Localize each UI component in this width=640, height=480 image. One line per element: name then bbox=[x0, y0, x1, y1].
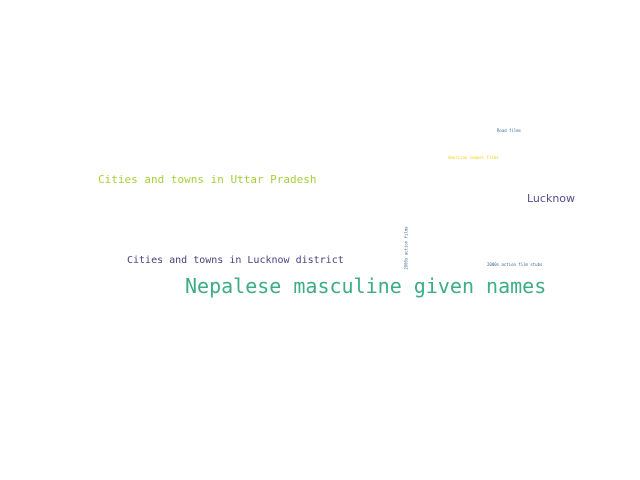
word-road-films: Road films bbox=[497, 128, 522, 133]
word-american-sequel-films: American sequel films bbox=[448, 155, 499, 160]
word-nepalese-masculine-given-names: Nepalese masculine given names bbox=[185, 274, 547, 298]
word-cities-towns-uttar-pradesh: Cities and towns in Uttar Pradesh bbox=[98, 173, 317, 186]
word-lucknow: Lucknow bbox=[527, 192, 576, 205]
word-cities-towns-lucknow-district: Cities and towns in Lucknow district bbox=[127, 255, 344, 266]
word-2000s-action-films: 2000s action films bbox=[403, 226, 409, 270]
word-2000s-action-film-stubs: 2000s action film stubs bbox=[487, 262, 543, 267]
